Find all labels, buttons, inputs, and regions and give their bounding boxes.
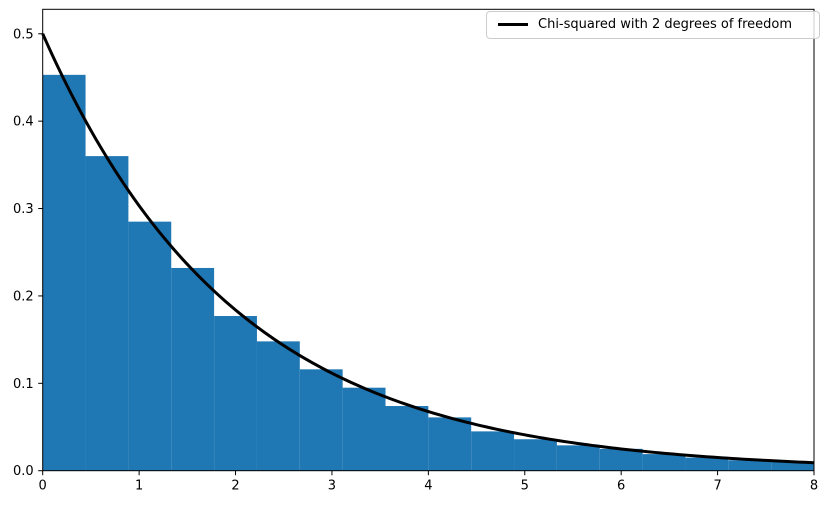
histogram-bar <box>642 454 686 471</box>
y-tick-label: 0.3 <box>13 202 34 217</box>
histogram-bar <box>214 316 257 471</box>
histogram-bar <box>728 460 772 471</box>
histogram-bar <box>514 439 557 471</box>
x-tick-label: 0 <box>39 479 47 494</box>
x-tick-label: 8 <box>810 479 818 494</box>
histogram-bar <box>342 387 386 471</box>
x-tick-label: 1 <box>135 479 143 494</box>
x-tick-label: 5 <box>521 479 529 494</box>
histogram-bar <box>42 74 86 471</box>
histogram-bar <box>685 457 729 471</box>
y-tick-label: 0.1 <box>13 377 34 392</box>
x-tick-label: 3 <box>328 479 336 494</box>
y-tick-label: 0.4 <box>13 115 34 130</box>
pdf-curve <box>41 33 815 465</box>
legend-label: Chi-squared with 2 degrees of freedom <box>538 17 793 32</box>
x-tick-label: 4 <box>424 479 432 494</box>
histogram-bar <box>85 156 129 471</box>
histogram-bar <box>385 406 429 471</box>
histogram-bar <box>471 431 515 471</box>
x-tick-label: 6 <box>617 479 625 494</box>
y-tick-label: 0.5 <box>13 27 34 42</box>
histogram-bar <box>128 221 172 471</box>
legend: Chi-squared with 2 degrees of freedom <box>486 11 820 39</box>
histogram-bar <box>771 461 814 471</box>
legend-line-swatch <box>498 23 528 27</box>
y-tick-label: 0.0 <box>13 464 34 479</box>
x-tick-label: 7 <box>713 479 721 494</box>
histogram-bar <box>428 417 472 471</box>
histogram-bar <box>171 267 215 471</box>
histogram-bars <box>42 74 814 471</box>
axis-tick-labels: 0 1 2 3 4 5 6 7 8 0.0 0.1 0.2 0.3 0.4 0.5 <box>13 27 818 493</box>
axis-ticks <box>38 33 815 476</box>
histogram-bar <box>599 448 643 471</box>
histogram-bar <box>299 369 343 471</box>
y-tick-label: 0.2 <box>13 289 34 304</box>
histogram-bar <box>556 445 600 471</box>
axes-frame <box>42 8 815 472</box>
histogram-bar <box>256 341 300 471</box>
x-tick-label: 2 <box>231 479 239 494</box>
